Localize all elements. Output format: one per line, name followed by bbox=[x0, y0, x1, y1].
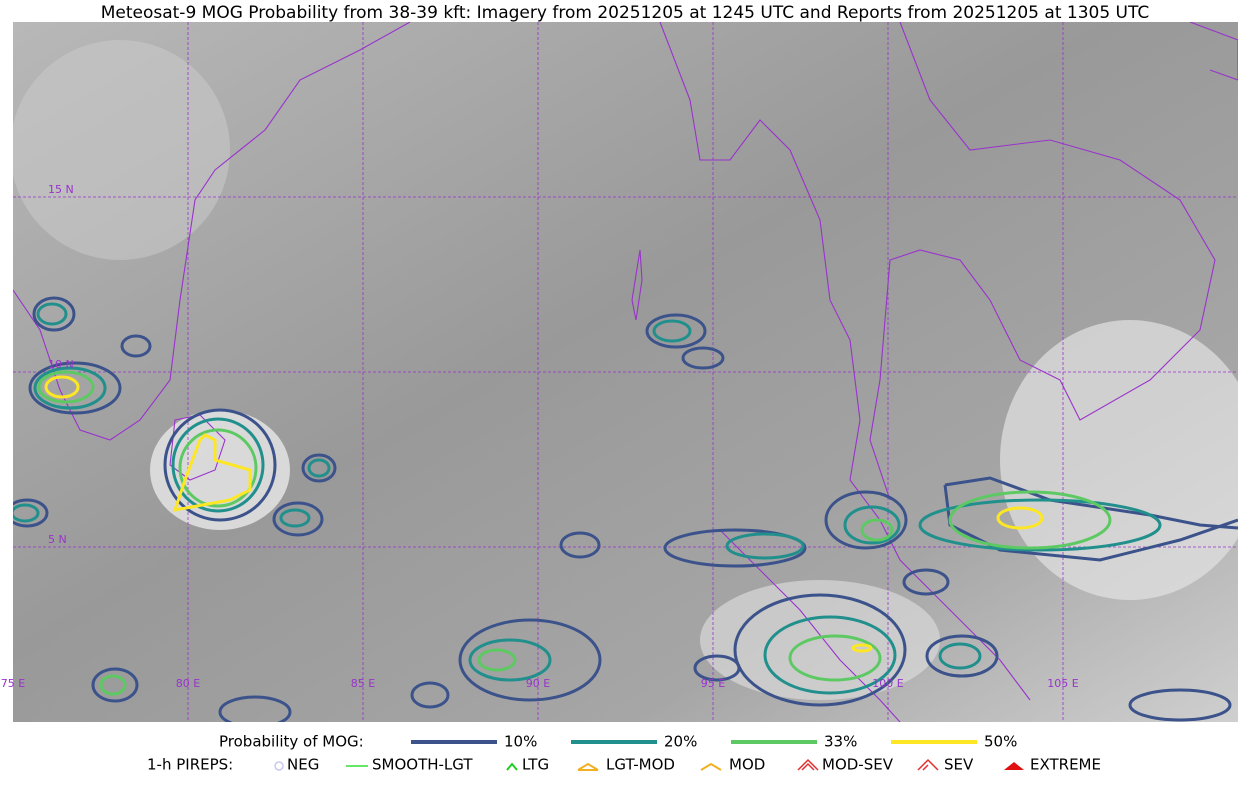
pirep-symbol bbox=[700, 762, 722, 771]
legend-label: 20% bbox=[664, 733, 697, 751]
legend-label: LGT-MOD bbox=[606, 756, 675, 774]
lon-label: 105 E bbox=[1047, 677, 1078, 690]
legend-label: NEG bbox=[287, 756, 319, 774]
legend-label: EXTREME bbox=[1030, 756, 1101, 774]
pirep-glyph bbox=[917, 758, 939, 771]
pirep-glyph bbox=[922, 764, 929, 771]
pirep-symbol bbox=[1004, 762, 1024, 770]
lat-label: 10 N bbox=[48, 358, 74, 371]
legend-title: 1-h PIREPS: bbox=[147, 756, 233, 774]
legend-label: SMOOTH-LGT bbox=[372, 756, 473, 774]
lon-label: 85 E bbox=[351, 677, 375, 690]
pirep-symbol bbox=[274, 761, 284, 771]
legend-label: LTG bbox=[522, 756, 549, 774]
lat-label: 5 N bbox=[48, 533, 67, 546]
pirep-symbol bbox=[506, 762, 518, 771]
legend-label: MOD-SEV bbox=[822, 756, 894, 774]
legend-label: SEV bbox=[944, 756, 974, 774]
lon-label: 75 E bbox=[1, 677, 25, 690]
legend: Probability of MOG: 10% 20% 33% 50% 1-h PIREP… bbox=[147, 733, 1101, 774]
pirep-glyph bbox=[577, 762, 599, 771]
legend-label: 50% bbox=[984, 733, 1017, 751]
lat-label: 15 N bbox=[48, 183, 74, 196]
pirep-symbol bbox=[577, 762, 599, 771]
longitude-labels: 75 E 80 E 85 E 90 E 95 E 100 E 105 E bbox=[1, 677, 1079, 690]
legend-title: Probability of MOG: bbox=[219, 733, 364, 751]
latitude-labels: 15 N 10 N 5 N bbox=[48, 183, 74, 546]
legend-label: MOD bbox=[729, 756, 765, 774]
lon-label: 90 E bbox=[526, 677, 550, 690]
pirep-glyph bbox=[801, 762, 815, 771]
pirep-glyph bbox=[700, 762, 722, 771]
pirep-glyph bbox=[506, 762, 518, 771]
lon-label: 80 E bbox=[176, 677, 200, 690]
lon-label: 100 E bbox=[872, 677, 903, 690]
lon-label: 95 E bbox=[701, 677, 725, 690]
legend-label: 10% bbox=[504, 733, 537, 751]
mog-contours bbox=[13, 296, 1238, 722]
map bbox=[13, 22, 1238, 722]
pirep-glyph bbox=[797, 758, 819, 771]
title: Meteosat-9 MOG Probability from 38-39 kf… bbox=[101, 3, 1150, 23]
pirep-symbol bbox=[917, 758, 939, 771]
pirep-symbol bbox=[797, 758, 819, 771]
pirep-glyph bbox=[274, 761, 284, 771]
pirep-glyph bbox=[1004, 762, 1024, 770]
legend-label: 33% bbox=[824, 733, 857, 751]
